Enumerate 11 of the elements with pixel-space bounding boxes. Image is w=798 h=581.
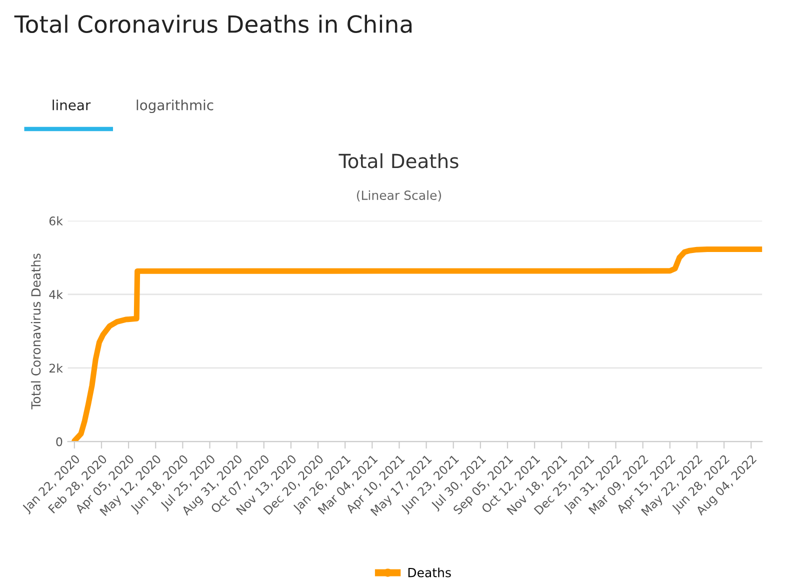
y-tick-label: 2k (49, 363, 63, 372)
text: linear (52, 100, 91, 110)
y-axis-title: Total Coronavirus Deaths (30, 254, 41, 410)
y-tick-label: 0 (56, 437, 62, 446)
y-tick-label: 6k (49, 216, 63, 226)
text: Total Coronavirus Deaths in China (14, 14, 412, 33)
chart-subtitle: (Linear Scale) (356, 190, 442, 202)
legend-label: Deaths (408, 568, 451, 578)
chart-title: Total Deaths (338, 153, 458, 168)
y-tick-label: 4k (49, 290, 63, 299)
text: logarithmic (136, 100, 214, 114)
